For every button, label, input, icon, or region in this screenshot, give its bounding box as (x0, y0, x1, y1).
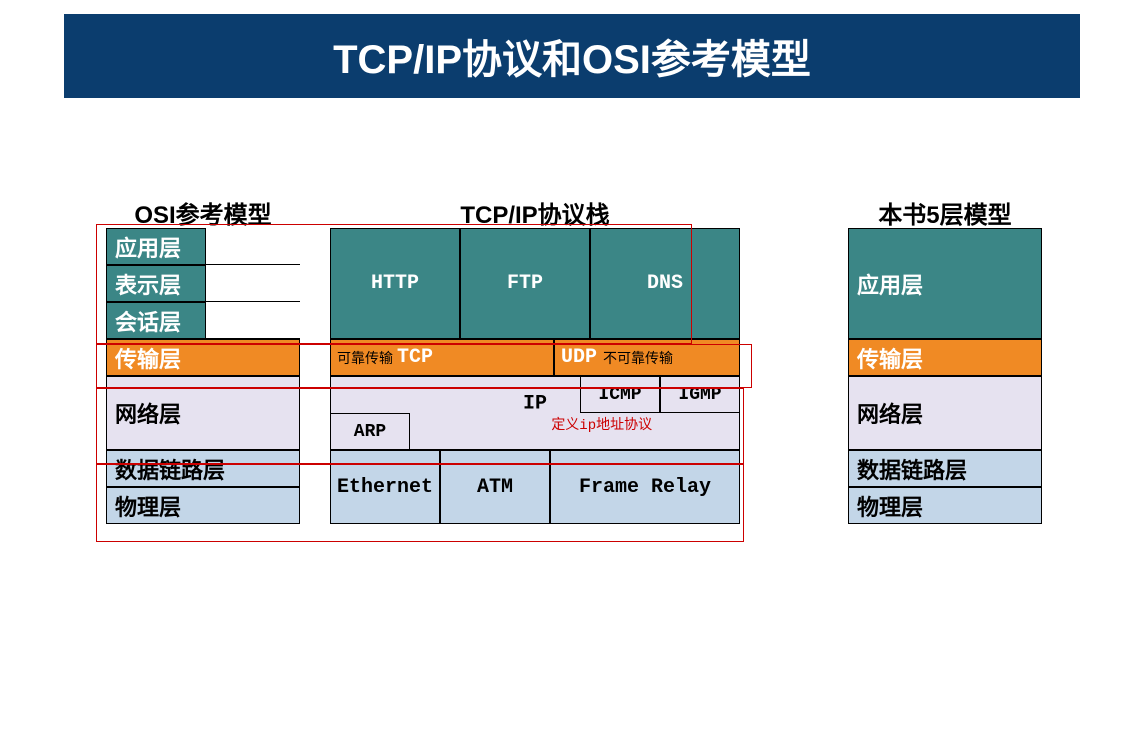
osi-header: OSI参考模型 (106, 195, 300, 230)
ip-label: IP (523, 393, 547, 416)
osi-layer-0: 应用层 (106, 228, 206, 265)
tcpip-link-1: ATM (440, 450, 550, 524)
tcpip-app-dns: DNS (590, 228, 740, 339)
title-bar: TCP/IP协议和OSI参考模型 (64, 14, 1080, 98)
osi-layer-4: 网络层 (106, 376, 300, 450)
tcpip-link-2: Frame Relay (550, 450, 740, 524)
udp-note-unreliable: 不可靠传输 (603, 348, 673, 368)
book-layer-1: 传输层 (848, 339, 1042, 376)
book-header: 本书5层模型 (848, 195, 1042, 230)
book-layer-3: 数据链路层 (848, 450, 1042, 487)
book-layer-0: 应用层 (848, 228, 1042, 339)
tcpip-network-icmp: ICMP (580, 376, 660, 413)
osi-layer-1: 表示层 (106, 265, 206, 302)
tcpip-transport-udp: UDP 不可靠传输 (554, 339, 740, 376)
osi-layer-2: 会话层 (106, 302, 206, 339)
tcpip-transport-tcp: 可靠传输TCP (330, 339, 554, 376)
ip-note: 定义ip地址协议 (551, 414, 652, 434)
tcpip-transport-label-0: TCP (397, 346, 433, 369)
tcpip-header: TCP/IP协议栈 (330, 195, 740, 230)
book-layer-4: 物理层 (848, 487, 1042, 524)
tcpip-link-0: Ethernet (330, 450, 440, 524)
tcpip-app-http: HTTP (330, 228, 460, 339)
title-text: TCP/IP协议和OSI参考模型 (333, 27, 811, 85)
tcpip-transport-label-1: UDP (561, 346, 597, 369)
book-layer-2: 网络层 (848, 376, 1042, 450)
tcpip-app-ftp: FTP (460, 228, 590, 339)
osi-layer-5: 数据链路层 (106, 450, 300, 487)
tcp-note-reliable: 可靠传输 (337, 348, 393, 368)
tcpip-network-igmp: IGMP (660, 376, 740, 413)
tcpip-network-arp: ARP (330, 413, 410, 450)
osi-layer-3: 传输层 (106, 339, 300, 376)
osi-layer-6: 物理层 (106, 487, 300, 524)
